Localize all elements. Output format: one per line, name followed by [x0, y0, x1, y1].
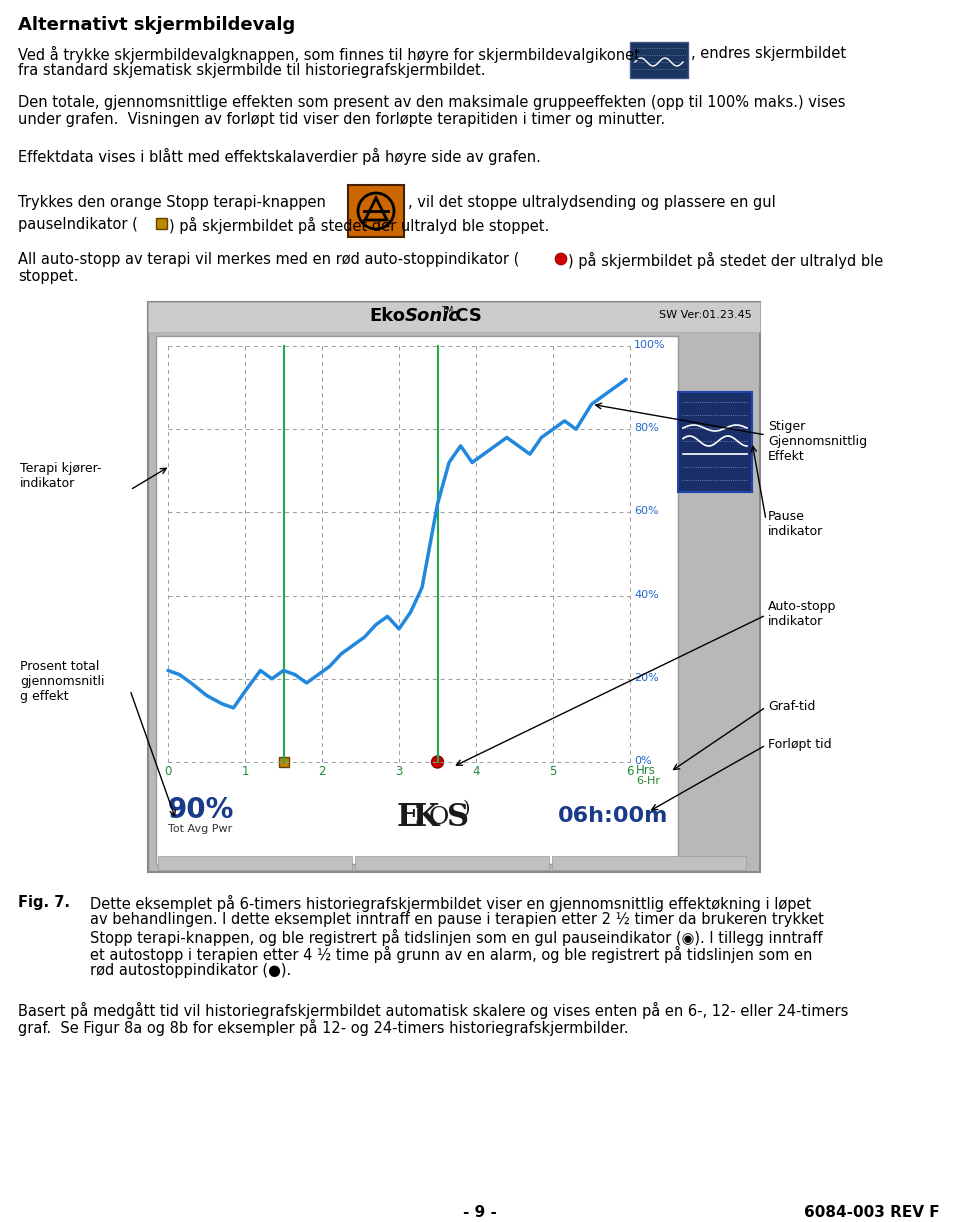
Text: Forløpt tid: Forløpt tid — [768, 738, 831, 752]
Text: K: K — [413, 802, 440, 833]
Circle shape — [555, 253, 567, 265]
Text: 0: 0 — [164, 765, 172, 778]
Text: Graf-tid: Graf-tid — [768, 700, 815, 712]
Text: Terapi kjører-
indikator: Terapi kjører- indikator — [20, 462, 102, 490]
Bar — [630, 42, 688, 78]
Text: 6084-003 REV F: 6084-003 REV F — [804, 1205, 940, 1220]
Text: Basert på medgått tid vil historiegrafskjermbildet automatisk skalere og vises e: Basert på medgått tid vil historiegrafsk… — [18, 1002, 849, 1019]
Bar — [552, 855, 746, 870]
Circle shape — [431, 756, 444, 767]
Text: - 9 -: - 9 - — [463, 1205, 497, 1220]
Text: Tot Avg Pwr: Tot Avg Pwr — [168, 824, 232, 833]
Text: graf.  Se Figur 8a og 8b for eksempler på 12- og 24-timers historiegrafskjermbil: graf. Se Figur 8a og 8b for eksempler på… — [18, 1019, 629, 1036]
Text: 2: 2 — [319, 765, 325, 778]
Bar — [355, 855, 549, 870]
Bar — [148, 302, 760, 332]
Text: 3: 3 — [396, 765, 402, 778]
Text: 100%: 100% — [634, 340, 665, 349]
Text: 90%: 90% — [168, 796, 234, 824]
Text: , endres skjermbildet: , endres skjermbildet — [691, 46, 846, 61]
Text: , vil det stoppe ultralydsending og plassere en gul: , vil det stoppe ultralydsending og plas… — [408, 196, 776, 210]
Text: Ved å trykke skjermbildevalgknappen, som finnes til høyre for skjermbildevalgiko: Ved å trykke skjermbildevalgknappen, som… — [18, 46, 640, 64]
Text: 06h:00m: 06h:00m — [558, 807, 668, 826]
Text: 6-Hr: 6-Hr — [636, 776, 660, 786]
Text: av behandlingen. I dette eksemplet inntraff en pause i terapien etter 2 ½ timer : av behandlingen. I dette eksemplet inntr… — [90, 912, 824, 927]
Text: Eko: Eko — [369, 307, 405, 325]
Bar — [156, 336, 678, 864]
Text: Dette eksemplet på 6-timers historiegrafskjermbildet viser en gjennomsnittlig ef: Dette eksemplet på 6-timers historiegraf… — [90, 895, 811, 912]
Text: 20%: 20% — [634, 673, 659, 683]
Bar — [148, 302, 760, 873]
Bar — [348, 185, 404, 237]
Text: ): ) — [463, 800, 470, 818]
Text: Fig. 7.: Fig. 7. — [18, 895, 70, 910]
Text: Auto-stopp
indikator: Auto-stopp indikator — [768, 600, 836, 628]
Text: under grafen.  Visningen av forløpt tid viser den forløpte terapitiden i timer o: under grafen. Visningen av forløpt tid v… — [18, 112, 665, 127]
Text: 40%: 40% — [634, 589, 659, 600]
Text: O: O — [429, 807, 449, 829]
Text: 5: 5 — [549, 765, 557, 778]
Text: Effektdata vises i blått med effektskalaverdier på høyre side av grafen.: Effektdata vises i blått med effektskala… — [18, 148, 540, 165]
Text: 4: 4 — [472, 765, 480, 778]
Bar — [158, 855, 352, 870]
Bar — [678, 392, 752, 492]
Text: 1: 1 — [241, 765, 249, 778]
Text: stoppet.: stoppet. — [18, 269, 79, 284]
Text: S: S — [447, 802, 469, 833]
Text: Pause
indikator: Pause indikator — [768, 510, 824, 538]
Text: Stiger
Gjennomsnittlig
Effekt: Stiger Gjennomsnittlig Effekt — [768, 420, 867, 463]
Text: Prosent total
gjennomsnitli
g effekt: Prosent total gjennomsnitli g effekt — [20, 660, 105, 703]
Text: Alternativt skjermbildevalg: Alternativt skjermbildevalg — [18, 16, 296, 34]
Text: pauseIndikator (: pauseIndikator ( — [18, 218, 138, 232]
Text: Trykkes den orange Stopp terapi-knappen: Trykkes den orange Stopp terapi-knappen — [18, 196, 325, 210]
Text: CS: CS — [449, 307, 482, 325]
Text: 80%: 80% — [634, 423, 659, 434]
Bar — [278, 756, 289, 767]
Text: Sonic: Sonic — [405, 307, 460, 325]
Text: ) på skjermbildet på stedet der ultralyd ble stoppet.: ) på skjermbildet på stedet der ultralyd… — [169, 218, 549, 235]
Text: fra standard skjematisk skjermbilde til historiegrafskjermbildet.: fra standard skjematisk skjermbilde til … — [18, 64, 486, 78]
Text: Den totale, gjennomsnittlige effekten som present av den maksimale gruppeeffekte: Den totale, gjennomsnittlige effekten so… — [18, 95, 846, 110]
Text: E: E — [397, 802, 420, 833]
Text: Hrs: Hrs — [636, 764, 656, 777]
Text: et autostopp i terapien etter 4 ½ time på grunn av en alarm, og ble registrert p: et autostopp i terapien etter 4 ½ time p… — [90, 946, 812, 963]
Text: SW Ver:01.23.45: SW Ver:01.23.45 — [660, 310, 752, 320]
Text: TM: TM — [441, 306, 453, 315]
Text: All auto-stopp av terapi vil merkes med en rød auto-stoppindikator (: All auto-stopp av terapi vil merkes med … — [18, 252, 519, 266]
Text: rød autostoppindikator (●).: rød autostoppindikator (●). — [90, 963, 291, 978]
Bar — [156, 218, 167, 229]
Text: ) på skjermbildet på stedet der ultralyd ble: ) på skjermbildet på stedet der ultralyd… — [568, 252, 883, 269]
Text: Stopp terapi-knappen, og ble registrert på tidslinjen som en gul pauseindikator : Stopp terapi-knappen, og ble registrert … — [90, 929, 823, 946]
Text: 6: 6 — [626, 765, 634, 778]
Text: 60%: 60% — [634, 506, 659, 517]
Text: 0%: 0% — [634, 756, 652, 766]
